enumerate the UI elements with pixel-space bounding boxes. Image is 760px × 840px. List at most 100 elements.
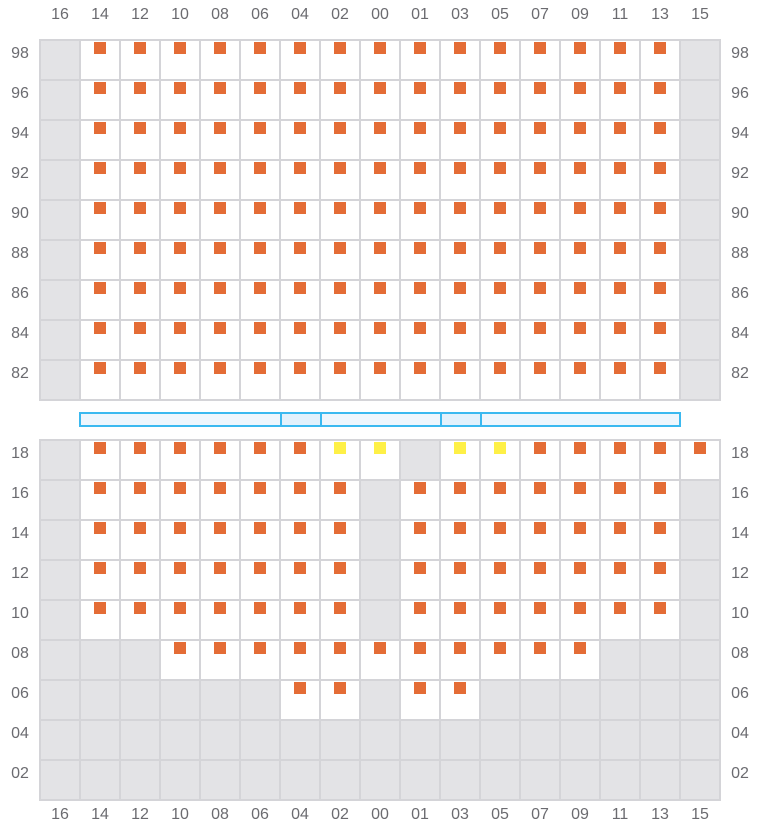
seat[interactable] bbox=[121, 361, 159, 399]
seat[interactable] bbox=[281, 121, 319, 159]
seat[interactable] bbox=[401, 601, 439, 639]
seat[interactable] bbox=[441, 41, 479, 79]
seat[interactable] bbox=[521, 601, 559, 639]
seat[interactable] bbox=[561, 321, 599, 359]
seat[interactable] bbox=[481, 281, 519, 319]
seat[interactable] bbox=[401, 241, 439, 279]
seat[interactable] bbox=[561, 361, 599, 399]
seat[interactable] bbox=[601, 161, 639, 199]
seat[interactable] bbox=[321, 481, 359, 519]
seat[interactable] bbox=[521, 201, 559, 239]
seat[interactable] bbox=[401, 281, 439, 319]
seat[interactable] bbox=[641, 41, 679, 79]
seat[interactable] bbox=[561, 81, 599, 119]
seat[interactable] bbox=[601, 601, 639, 639]
seat[interactable] bbox=[281, 601, 319, 639]
seat[interactable] bbox=[321, 641, 359, 679]
seat[interactable] bbox=[321, 681, 359, 719]
seat[interactable] bbox=[601, 441, 639, 479]
seat[interactable] bbox=[361, 241, 399, 279]
seat[interactable] bbox=[161, 321, 199, 359]
seat[interactable] bbox=[321, 441, 359, 479]
seat[interactable] bbox=[241, 481, 279, 519]
seat[interactable] bbox=[161, 601, 199, 639]
seat[interactable] bbox=[401, 641, 439, 679]
seat[interactable] bbox=[81, 281, 119, 319]
seat[interactable] bbox=[361, 41, 399, 79]
seat[interactable] bbox=[441, 601, 479, 639]
seat[interactable] bbox=[321, 321, 359, 359]
seat[interactable] bbox=[81, 121, 119, 159]
seat[interactable] bbox=[161, 161, 199, 199]
seat[interactable] bbox=[161, 41, 199, 79]
seat[interactable] bbox=[521, 81, 559, 119]
seat[interactable] bbox=[641, 241, 679, 279]
seat[interactable] bbox=[241, 201, 279, 239]
seat[interactable] bbox=[641, 121, 679, 159]
seat[interactable] bbox=[521, 481, 559, 519]
seat[interactable] bbox=[521, 41, 559, 79]
seat[interactable] bbox=[441, 641, 479, 679]
seat[interactable] bbox=[321, 281, 359, 319]
seat[interactable] bbox=[81, 241, 119, 279]
seat[interactable] bbox=[361, 81, 399, 119]
seat[interactable] bbox=[201, 241, 239, 279]
seat[interactable] bbox=[121, 481, 159, 519]
seat[interactable] bbox=[601, 561, 639, 599]
seat[interactable] bbox=[161, 441, 199, 479]
seat[interactable] bbox=[161, 281, 199, 319]
seat[interactable] bbox=[561, 281, 599, 319]
seat[interactable] bbox=[121, 241, 159, 279]
seat[interactable] bbox=[81, 321, 119, 359]
seat[interactable] bbox=[321, 361, 359, 399]
seat[interactable] bbox=[81, 161, 119, 199]
seat[interactable] bbox=[121, 281, 159, 319]
seat[interactable] bbox=[321, 561, 359, 599]
seat[interactable] bbox=[441, 321, 479, 359]
seat[interactable] bbox=[561, 41, 599, 79]
seat[interactable] bbox=[121, 561, 159, 599]
seat[interactable] bbox=[241, 281, 279, 319]
seat[interactable] bbox=[361, 321, 399, 359]
seat[interactable] bbox=[281, 481, 319, 519]
seat[interactable] bbox=[561, 441, 599, 479]
seat[interactable] bbox=[601, 201, 639, 239]
seat[interactable] bbox=[641, 81, 679, 119]
seat[interactable] bbox=[441, 361, 479, 399]
seat[interactable] bbox=[201, 201, 239, 239]
seat[interactable] bbox=[521, 521, 559, 559]
seat[interactable] bbox=[241, 321, 279, 359]
seat[interactable] bbox=[641, 321, 679, 359]
seat[interactable] bbox=[361, 441, 399, 479]
seat[interactable] bbox=[521, 361, 559, 399]
seat[interactable] bbox=[641, 481, 679, 519]
seat[interactable] bbox=[281, 281, 319, 319]
seat[interactable] bbox=[281, 641, 319, 679]
seat[interactable] bbox=[521, 121, 559, 159]
seat[interactable] bbox=[441, 441, 479, 479]
seat[interactable] bbox=[201, 81, 239, 119]
seat[interactable] bbox=[361, 641, 399, 679]
seat[interactable] bbox=[401, 161, 439, 199]
seat[interactable] bbox=[441, 481, 479, 519]
seat[interactable] bbox=[81, 201, 119, 239]
seat[interactable] bbox=[561, 641, 599, 679]
seat[interactable] bbox=[81, 81, 119, 119]
seat[interactable] bbox=[161, 81, 199, 119]
seat[interactable] bbox=[481, 601, 519, 639]
seat[interactable] bbox=[401, 481, 439, 519]
seat[interactable] bbox=[481, 241, 519, 279]
seat[interactable] bbox=[601, 281, 639, 319]
seat[interactable] bbox=[241, 121, 279, 159]
seat[interactable] bbox=[241, 561, 279, 599]
seat[interactable] bbox=[561, 481, 599, 519]
seat[interactable] bbox=[201, 561, 239, 599]
seat[interactable] bbox=[201, 481, 239, 519]
seat[interactable] bbox=[601, 361, 639, 399]
seat[interactable] bbox=[641, 281, 679, 319]
seat[interactable] bbox=[201, 601, 239, 639]
seat[interactable] bbox=[281, 41, 319, 79]
seat[interactable] bbox=[201, 361, 239, 399]
seat[interactable] bbox=[481, 201, 519, 239]
seat[interactable] bbox=[121, 121, 159, 159]
